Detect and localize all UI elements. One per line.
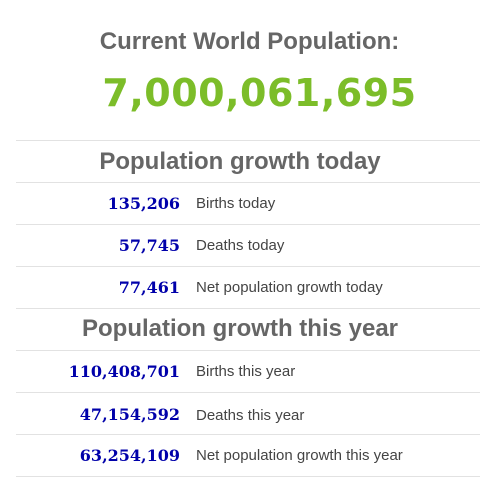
world-population-counter: 7,000,061,695 [102,71,417,115]
divider [16,266,480,267]
deaths-today-value: 57,745 [118,236,180,255]
net-growth-today-label: Net population growth today [196,279,383,296]
divider [16,476,480,477]
section-title-today: Population growth today [99,148,381,175]
divider [16,182,480,183]
births-today-label: Births today [196,195,276,212]
deaths-today-label: Deaths today [196,237,285,254]
births-today-value: 135,206 [107,194,180,213]
section-title-year: Population growth this year [81,315,399,342]
divider [16,224,480,225]
net-growth-year-label: Net population growth this year [196,447,403,464]
divider [16,392,480,393]
net-growth-today-value: 77,461 [118,278,180,297]
deaths-year-label: Deaths this year [196,407,305,424]
page-title: Current World Population: [99,28,400,55]
net-growth-year-value: 63,254,109 [79,446,180,465]
divider [16,350,480,351]
births-year-label: Births this year [196,363,296,380]
births-year-value: 110,408,701 [68,362,180,381]
deaths-year-value: 47,154,592 [79,405,180,424]
divider [16,308,480,309]
divider [16,434,480,435]
divider [16,140,480,141]
